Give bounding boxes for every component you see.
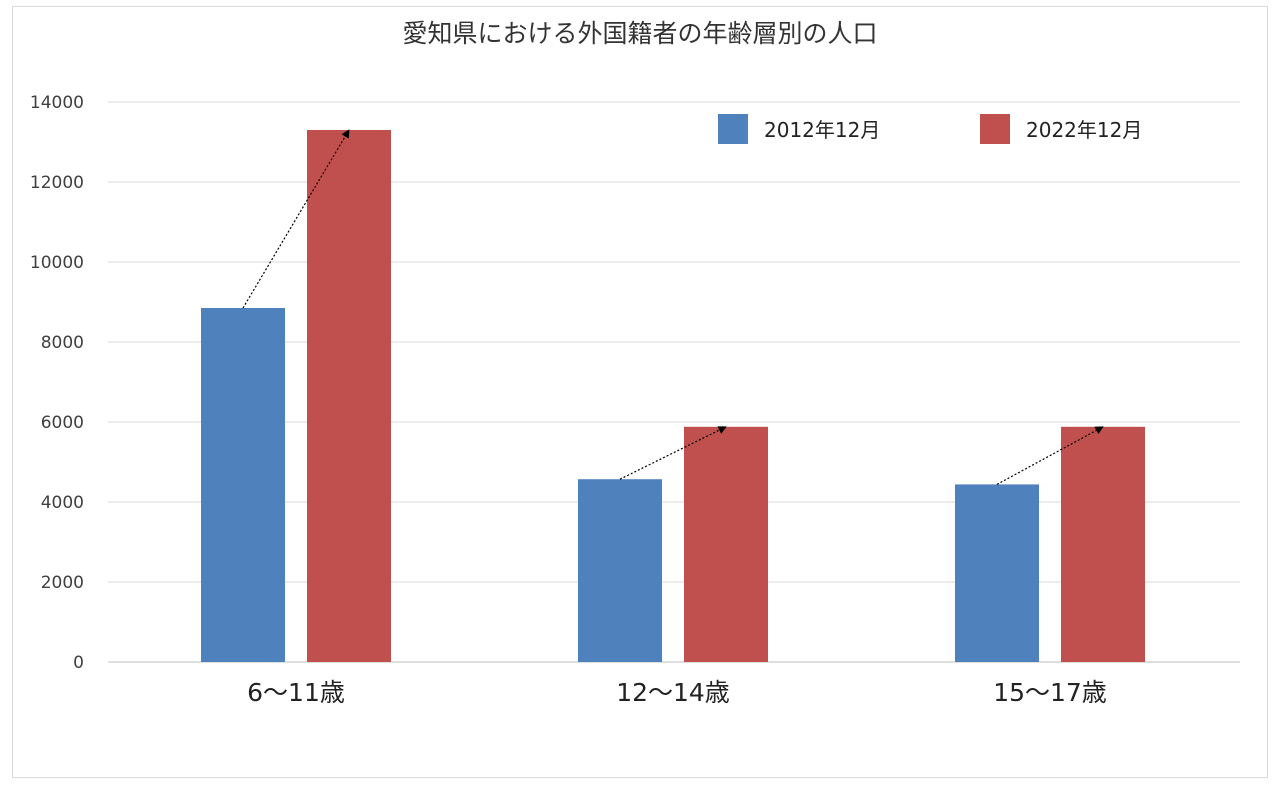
bar-series2 <box>1061 426 1145 662</box>
y-tick-label: 0 <box>73 653 84 673</box>
bar-series1 <box>578 479 662 662</box>
trend-arrow <box>996 426 1104 485</box>
y-tick-label: 2000 <box>41 573 84 593</box>
bar-series2 <box>307 130 391 662</box>
legend-swatch <box>718 114 748 144</box>
y-tick-label: 14000 <box>30 93 84 113</box>
bar-series1 <box>201 308 285 662</box>
bar-series1 <box>955 484 1039 662</box>
y-tick-label: 8000 <box>41 333 84 353</box>
trend-arrow <box>242 129 350 309</box>
x-tick-label: 6〜11歳 <box>247 678 345 707</box>
legend-label: 2012年12月 <box>764 118 880 142</box>
x-tick-label: 15〜17歳 <box>993 678 1107 707</box>
bar-series2 <box>684 426 768 662</box>
chart-title: 愛知県における外国籍者の年齢層別の人口 <box>402 19 878 48</box>
x-tick-label: 12〜14歳 <box>616 678 730 707</box>
legend-swatch <box>980 114 1010 144</box>
y-tick-label: 12000 <box>30 173 84 193</box>
y-tick-label: 4000 <box>41 493 84 513</box>
legend-label: 2022年12月 <box>1026 118 1142 142</box>
y-tick-label: 10000 <box>30 253 84 273</box>
y-tick-label: 6000 <box>41 413 84 433</box>
